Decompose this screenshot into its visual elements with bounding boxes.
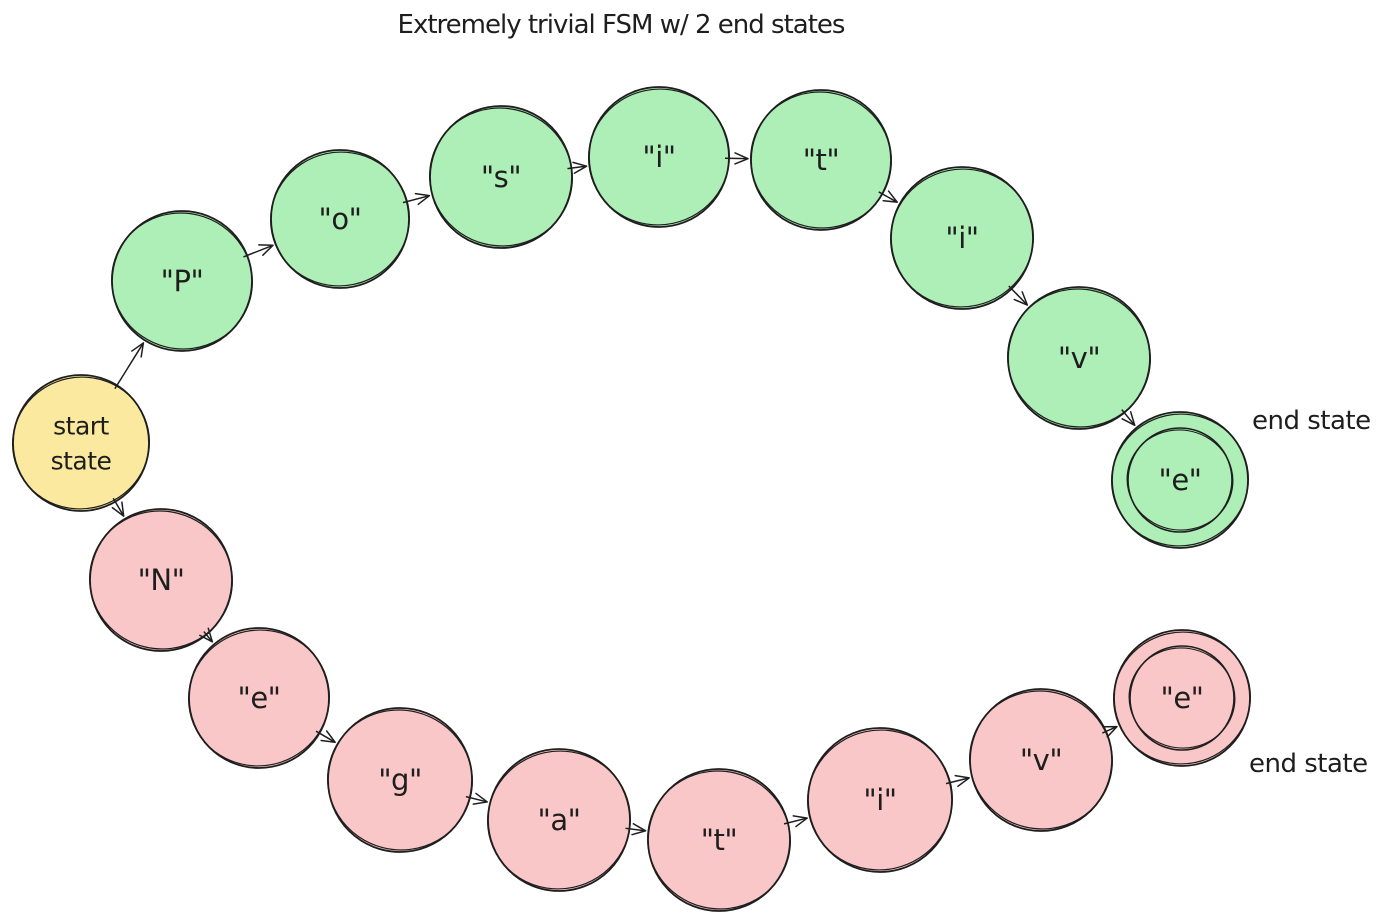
state-i2: "i" bbox=[890, 166, 1034, 310]
state-label-i2: "i" bbox=[945, 221, 978, 255]
state-v1: "v" bbox=[1007, 286, 1151, 430]
transition-o-s bbox=[402, 192, 431, 206]
state-t1: "t" bbox=[750, 89, 892, 231]
state-i3: "i" bbox=[807, 727, 953, 873]
state-i1: "i" bbox=[588, 86, 730, 228]
transition-g-a bbox=[465, 792, 488, 805]
transition-e2-g bbox=[315, 730, 336, 744]
end-state-label-2: end state bbox=[1249, 749, 1368, 779]
state-label-e3: "e" bbox=[1160, 681, 1203, 715]
state-label-g: "g" bbox=[378, 763, 422, 797]
state-start: start state bbox=[12, 374, 150, 512]
state-label-P: "P" bbox=[161, 264, 204, 298]
state-label-v2: "v" bbox=[1020, 743, 1062, 777]
state-e2: "e" bbox=[188, 627, 330, 769]
state-label-s: "s" bbox=[481, 160, 521, 194]
state-v2: "v" bbox=[969, 688, 1113, 832]
state-e3: "e" bbox=[1113, 629, 1251, 767]
state-t2: "t" bbox=[647, 768, 791, 912]
state-label-e2: "e" bbox=[237, 681, 280, 715]
diagram-title: Extremely trivial FSM w/ 2 end states bbox=[397, 10, 846, 40]
transition-t1-i2 bbox=[878, 190, 898, 203]
state-label-a: "a" bbox=[538, 803, 581, 837]
transition-a-t2 bbox=[625, 823, 647, 836]
state-g: "g" bbox=[327, 707, 473, 853]
transition-i2-v1 bbox=[1008, 285, 1029, 306]
state-label-t2: "t" bbox=[701, 823, 738, 857]
transition-t2-i3 bbox=[783, 815, 808, 828]
transition-start-N bbox=[111, 497, 125, 517]
transition-v1-e1 bbox=[1121, 409, 1136, 427]
transition-start-P bbox=[114, 342, 145, 390]
state-label-v1: "v" bbox=[1058, 341, 1100, 375]
state-a: "a" bbox=[487, 748, 631, 892]
state-e1: "e" bbox=[1111, 411, 1249, 549]
end-state-label-1: end state bbox=[1252, 406, 1371, 436]
state-label-N: "N" bbox=[138, 563, 185, 597]
state-label-o: "o" bbox=[319, 202, 362, 236]
state-label-e1: "e" bbox=[1158, 463, 1201, 497]
transition-i3-v2 bbox=[945, 774, 970, 788]
state-N: "N" bbox=[89, 508, 233, 652]
transition-N-e2 bbox=[199, 627, 214, 643]
state-label-start: start state bbox=[51, 411, 112, 475]
transition-v2-e3 bbox=[1102, 725, 1118, 738]
state-o: "o" bbox=[270, 149, 410, 289]
state-P: "P" bbox=[111, 210, 253, 352]
transition-s-i1 bbox=[567, 161, 588, 175]
state-label-t1: "t" bbox=[803, 143, 840, 177]
transition-P-o bbox=[243, 244, 274, 258]
state-label-i1: "i" bbox=[642, 140, 675, 174]
state-label-i3: "i" bbox=[863, 783, 896, 817]
state-s: "s" bbox=[429, 105, 573, 249]
